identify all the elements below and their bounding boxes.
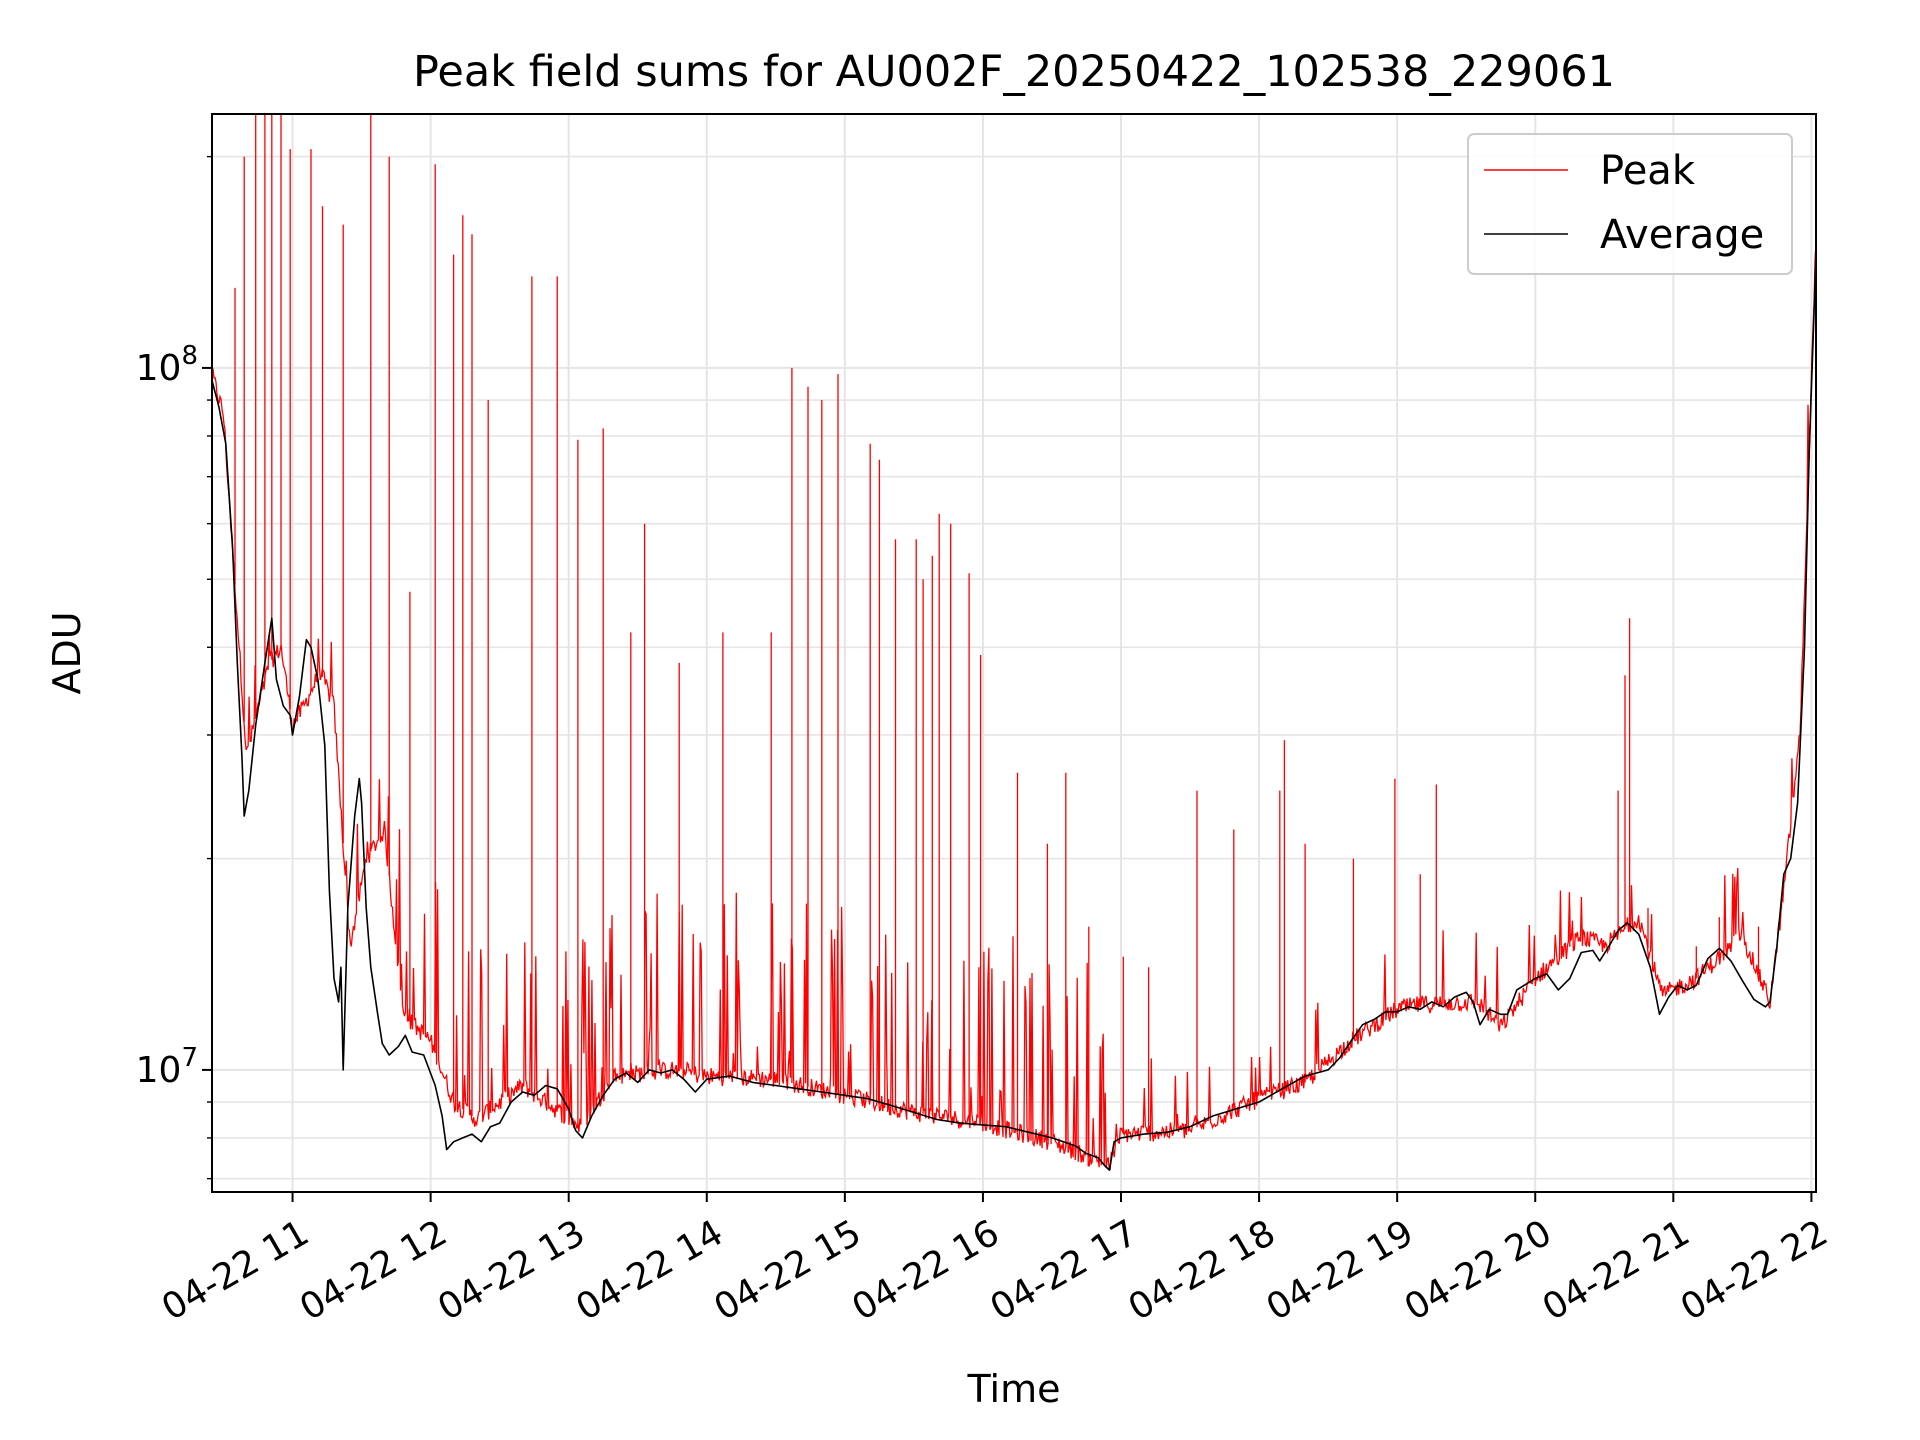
peak-series-line [211,242,1817,1171]
x-axis-label: Time [967,1367,1061,1411]
legend-average-label: Average [1600,212,1764,258]
legend: Peak Average [1467,133,1793,275]
chart-title: Peak field sums for AU002F_20250422_1025… [413,47,1615,97]
y-tick-label: 107 [136,1043,198,1091]
y-axis-label: ADU [45,611,89,694]
plot-area-frame [211,113,1817,1193]
legend-frame [1467,133,1793,275]
y-axis-ticks: 107 108 [136,155,212,1180]
average-series-line [211,254,1817,1171]
average-series [211,254,1817,1171]
y-tick-label: 108 [136,341,198,389]
legend-peak-label: Peak [1600,148,1696,194]
peak-series [211,114,1817,1171]
